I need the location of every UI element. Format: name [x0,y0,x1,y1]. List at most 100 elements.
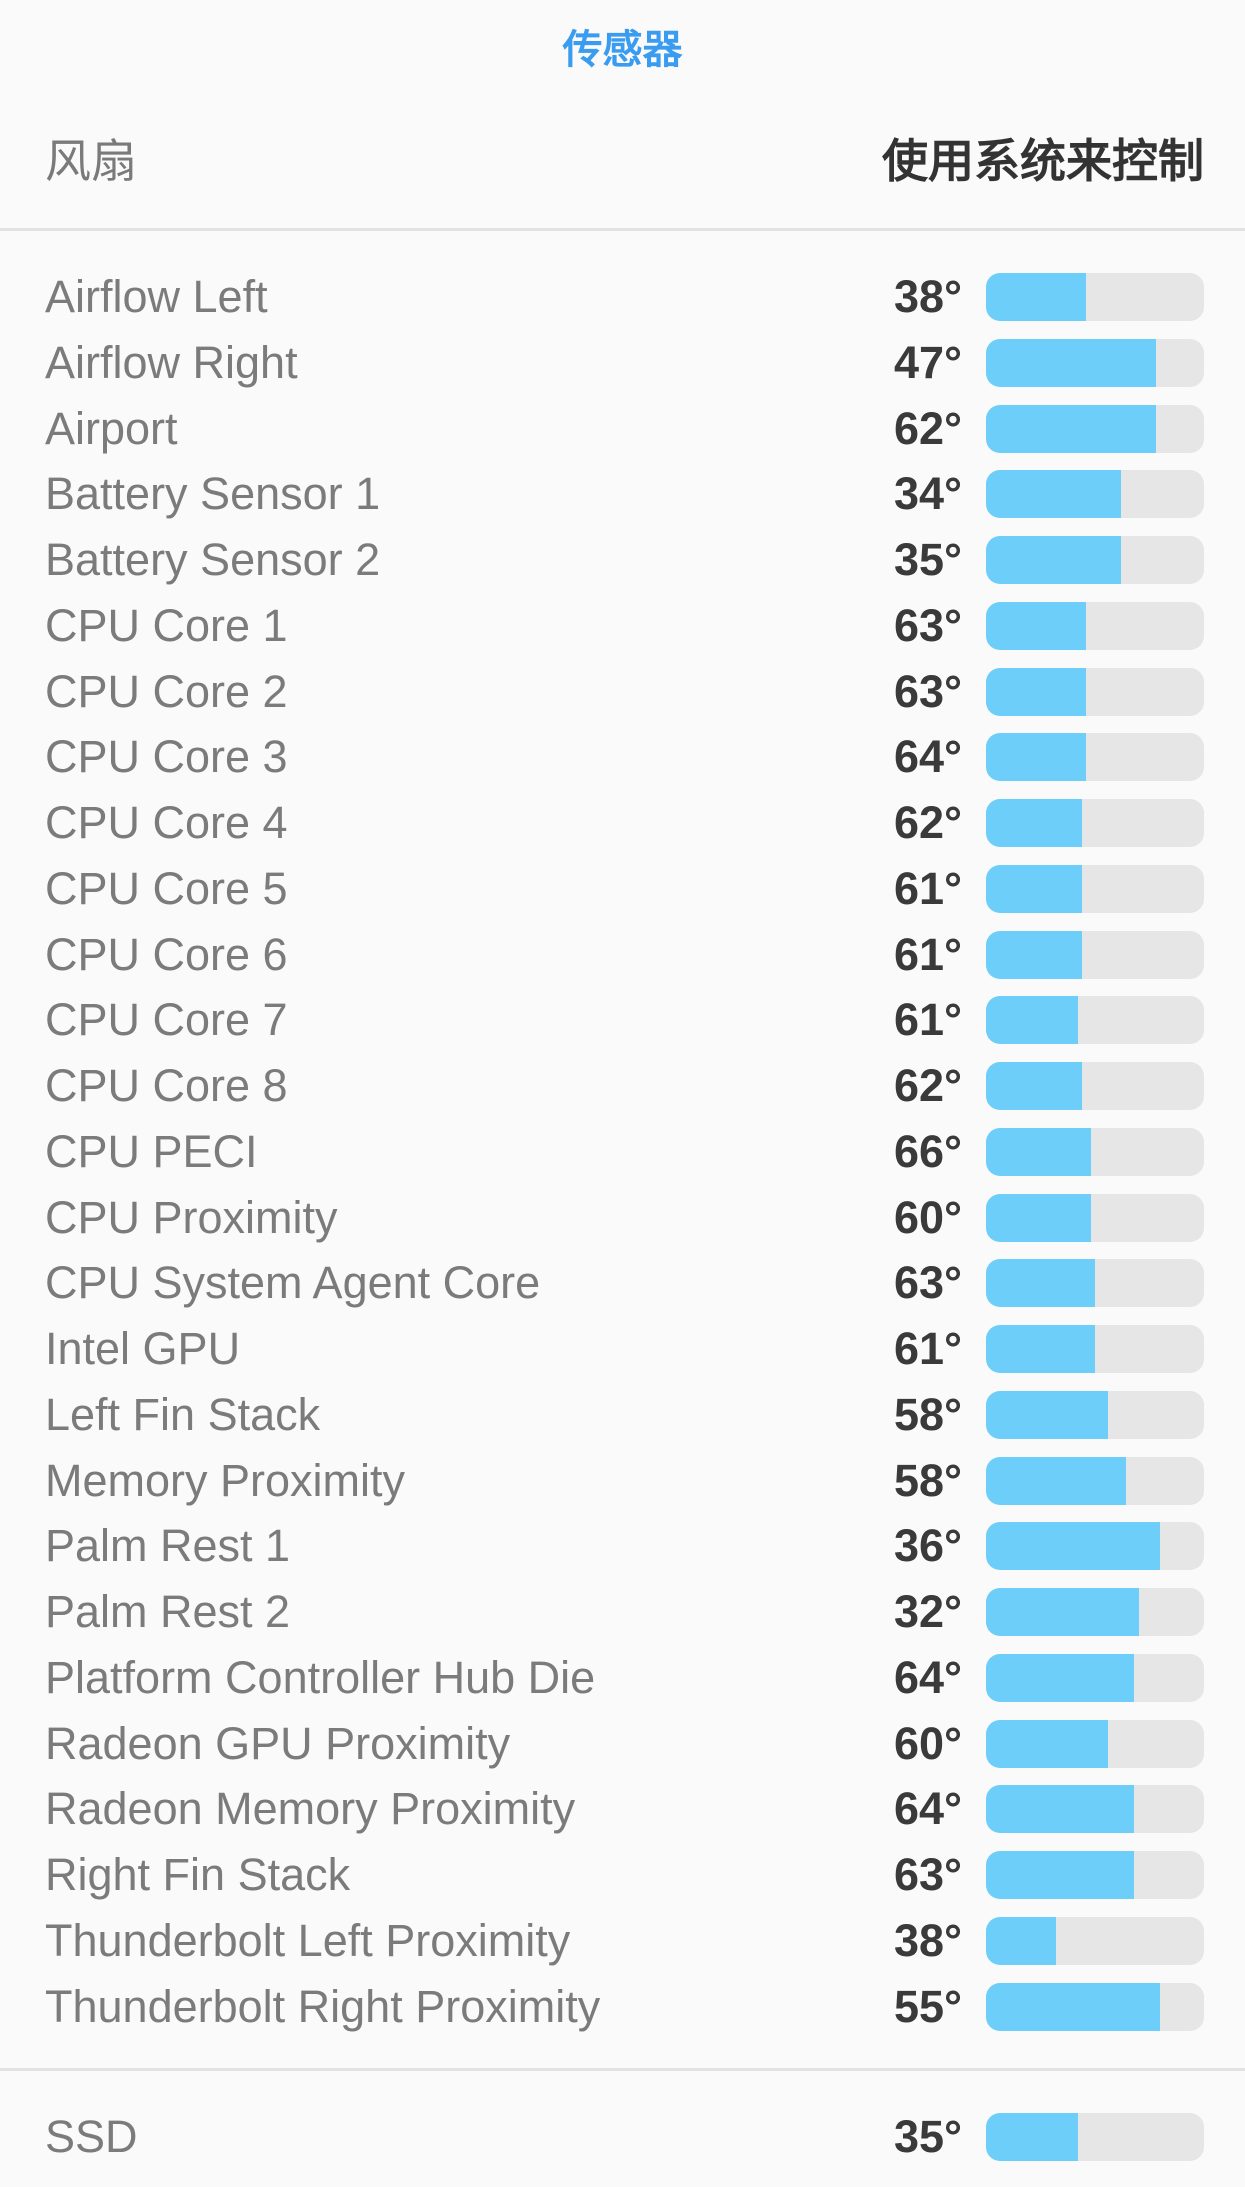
temperature-bar-fill [986,1785,1135,1834]
sensor-temperature: 36° [893,1520,962,1572]
sensor-temperature: 38° [893,1914,962,1966]
temperature-bar [986,1127,1204,1176]
divider [0,228,1245,231]
temperature-bar [986,930,1204,979]
temperature-bar-fill [986,1982,1161,2031]
sensor-row: CPU System Agent Core 63° [0,1250,1245,1316]
sensor-row: CPU Core 3 64° [0,724,1245,790]
temperature-bar-fill [986,1325,1095,1373]
temperature-bar [986,864,1204,913]
sensor-name: Airport [45,402,178,454]
temperature-bar [986,1851,1204,1899]
sensor-name: CPU PECI [45,1125,258,1177]
temperature-bar-fill [986,1522,1161,1571]
temperature-bar [986,733,1204,782]
temperature-bar [986,338,1204,387]
temperature-bar [986,996,1204,1045]
sensor-row: CPU Core 8 62° [0,1053,1245,1119]
sensor-row: Intel GPU 61° [0,1316,1245,1382]
temperature-bar-fill [986,1259,1095,1308]
sensor-row: Airport 62° [0,396,1245,462]
sensor-name: CPU Core 3 [45,731,288,783]
temperature-bar-fill [986,1588,1139,1636]
sensor-row: CPU Core 1 63° [0,593,1245,659]
sensor-row: CPU Core 6 61° [0,922,1245,988]
sensor-name: CPU Core 1 [45,599,288,651]
temperature-bar [986,1982,1204,2031]
sensor-row: Thunderbolt Left Proximity 38° [0,1908,1245,1974]
temperature-bar-fill [986,930,1082,979]
temperature-bar-fill [986,1719,1109,1768]
sensor-row: CPU Core 5 61° [0,856,1245,922]
sensor-name: Right Fin Stack [45,1849,351,1900]
fan-label: 风扇 [45,135,137,187]
temperature-bar [986,1719,1204,1768]
temperature-bar [986,1325,1204,1373]
temperature-bar-fill [986,996,1078,1045]
temperature-bar-fill [986,536,1122,584]
sensor-name: Intel GPU [45,1323,241,1374]
sensor-temperature: 64° [893,1651,962,1703]
sensor-row: Thunderbolt Right Proximity 55° [0,1974,1245,2040]
sensor-name: CPU Proximity [45,1191,338,1243]
temperature-bar-fill [986,273,1087,321]
sensor-row: Left Fin Stack 58° [0,1382,1245,1448]
sensor-temperature: 63° [893,599,962,651]
sensor-temperature: 61° [893,928,962,980]
sensor-row: Memory Proximity 58° [0,1448,1245,1514]
temperature-bar [986,1456,1204,1505]
temperature-bar [986,1785,1204,1834]
sensor-row: Airflow Left 38° [0,264,1245,330]
sensor-name: CPU Core 5 [45,862,288,914]
divider [0,2068,1245,2071]
temperature-bar-fill [986,667,1087,716]
sensor-row: Airflow Right 47° [0,330,1245,396]
drive-list: SSD 35° [0,2104,1245,2170]
sensor-temperature: 64° [893,1783,962,1835]
temperature-bar [986,1588,1204,1636]
sensor-name: Palm Rest 1 [45,1520,291,1572]
sensor-temperature: 66° [893,1125,962,1177]
sensor-name: CPU Core 4 [45,797,288,848]
sensor-row: CPU Core 2 63° [0,659,1245,725]
sensor-temperature: 35° [893,2111,962,2162]
sensor-temperature: 47° [893,336,962,388]
temperature-bar [986,1062,1204,1110]
sensor-temperature: 62° [893,1060,962,1111]
sensor-temperature: 35° [893,534,962,585]
temperature-bar [986,799,1204,847]
temperature-bar [986,273,1204,321]
sensor-name: Left Fin Stack [45,1388,321,1440]
temperature-bar [986,1390,1204,1439]
sensor-temperature: 55° [893,1980,962,2032]
fan-row: 风扇 使用系统来控制 [45,128,1204,188]
temperature-bar [986,1653,1204,1702]
sensor-temperature: 60° [893,1717,962,1769]
temperature-bar-fill [986,601,1087,650]
temperature-bar-fill [986,864,1082,913]
sensor-row: Right Fin Stack 63° [0,1842,1245,1908]
sensor-list: Airflow Left 38° Airflow Right 47° Airpo… [0,264,1245,2039]
section-title: 传感器 [562,28,683,72]
temperature-bar-fill [986,1456,1126,1505]
sensor-name: Palm Rest 2 [45,1586,291,1637]
temperature-bar-fill [986,1127,1091,1176]
sensor-row: Radeon GPU Proximity 60° [0,1711,1245,1777]
sensor-temperature: 58° [893,1454,962,1506]
sensor-name: Thunderbolt Right Proximity [45,1980,601,2032]
sensor-temperature: 58° [893,1388,962,1440]
sensor-name: Radeon GPU Proximity [45,1717,511,1769]
temperature-bar [986,1916,1204,1965]
sensor-row: CPU Core 4 62° [0,790,1245,856]
sensor-temperature: 64° [893,731,962,783]
sensor-name: CPU System Agent Core [45,1257,541,1309]
sensor-name: Battery Sensor 2 [45,534,381,585]
sensor-name: Platform Controller Hub Die [45,1651,596,1703]
temperature-bar-fill [986,1390,1109,1439]
sensor-temperature: 62° [893,402,962,454]
sensor-name: Airflow Left [45,271,268,322]
fan-control-mode[interactable]: 使用系统来控制 [882,135,1204,187]
sensor-temperature: 62° [893,797,962,848]
sensor-name: Battery Sensor 1 [45,468,381,520]
temperature-bar [986,470,1204,519]
